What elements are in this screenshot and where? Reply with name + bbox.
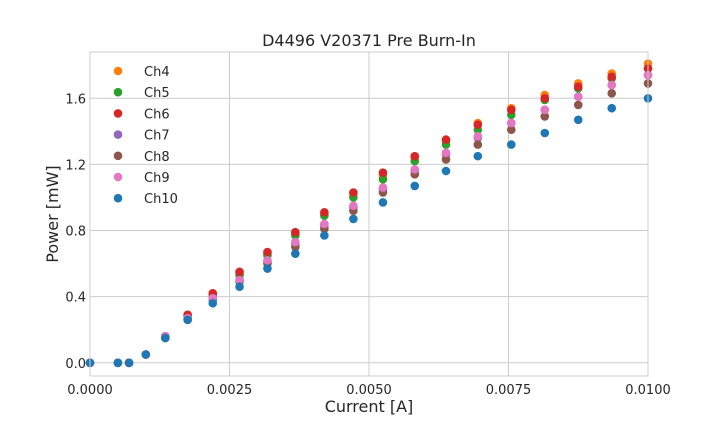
data-point xyxy=(263,247,272,257)
data-point xyxy=(378,183,388,192)
data-point xyxy=(441,166,451,176)
data-point xyxy=(473,120,483,130)
y-tick-label: 0.0 xyxy=(65,357,86,372)
data-point xyxy=(473,132,483,141)
plot-frame xyxy=(89,51,649,377)
x-tick-label: 0.0075 xyxy=(486,383,532,398)
chart-title: D4496 V20371 Pre Burn-In xyxy=(262,31,476,50)
data-point xyxy=(349,214,358,224)
data-point xyxy=(441,155,451,164)
data-point xyxy=(473,151,483,161)
y-tick-labels: 0.0 0.4 0.8 1.2 1.6 xyxy=(65,92,86,371)
legend-marker xyxy=(113,66,123,76)
legend-label: Ch6 xyxy=(144,107,170,122)
data-point xyxy=(235,275,244,285)
data-point xyxy=(349,201,358,211)
legend-label: Ch9 xyxy=(144,171,170,186)
data-point xyxy=(506,105,516,115)
data-point xyxy=(573,92,583,101)
y-axis-label: Power [mW] xyxy=(43,165,62,262)
data-point xyxy=(320,219,329,229)
legend-label: Ch5 xyxy=(144,86,170,101)
data-point xyxy=(235,267,244,277)
x-tick-label: 0.0100 xyxy=(625,383,671,398)
data-point xyxy=(607,72,617,82)
legend: Ch4 Ch5 Ch6 Ch7 Ch8 Ch9 Ch10 xyxy=(113,65,178,207)
data-point xyxy=(320,231,329,240)
data-point xyxy=(235,282,244,292)
legend-marker xyxy=(113,151,123,161)
data-point xyxy=(607,89,617,98)
data-point xyxy=(263,255,272,265)
data-point xyxy=(607,103,617,113)
data-point xyxy=(291,249,300,258)
data-point xyxy=(124,358,134,368)
data-point xyxy=(506,140,516,149)
data-point xyxy=(263,264,272,273)
x-tick-labels: 0.0000 0.0025 0.0050 0.0075 0.0100 xyxy=(67,383,671,398)
data-point xyxy=(291,237,300,247)
legend-label: Ch8 xyxy=(144,150,170,165)
y-tick-label: 1.6 xyxy=(65,92,86,107)
legend-label: Ch7 xyxy=(144,129,170,144)
y-tick-label: 0.8 xyxy=(65,225,86,240)
y-tick-label: 0.4 xyxy=(65,291,86,306)
data-point xyxy=(410,165,420,174)
data-point xyxy=(473,140,483,149)
data-point xyxy=(540,93,550,103)
data-point xyxy=(208,298,218,308)
data-point xyxy=(540,128,550,138)
x-axis-label: Current [A] xyxy=(325,397,414,416)
data-point xyxy=(410,151,420,161)
data-point xyxy=(441,148,451,158)
data-point xyxy=(573,82,583,92)
legend-marker xyxy=(113,87,123,97)
legend-marker xyxy=(113,193,123,203)
data-point xyxy=(378,198,388,207)
data-point xyxy=(183,315,192,325)
data-point xyxy=(506,125,516,134)
legend-marker xyxy=(113,172,123,182)
legend-marker xyxy=(113,130,123,139)
data-point xyxy=(540,112,550,121)
data-point xyxy=(540,105,550,115)
data-point xyxy=(291,227,300,237)
data-point xyxy=(320,208,329,217)
data-point xyxy=(607,80,617,90)
data-point xyxy=(141,350,151,359)
data-point xyxy=(113,358,123,368)
data-point xyxy=(573,115,583,125)
data-point xyxy=(378,168,388,177)
legend-label: Ch10 xyxy=(144,192,178,207)
data-point xyxy=(410,181,420,191)
data-points xyxy=(85,59,653,368)
data-point xyxy=(506,118,516,128)
x-tick-label: 0.0000 xyxy=(67,383,113,398)
legend-label: Ch4 xyxy=(144,65,170,80)
y-tick-label: 1.2 xyxy=(65,158,86,173)
data-point xyxy=(378,174,388,184)
legend-marker xyxy=(113,109,123,118)
data-point xyxy=(573,100,583,110)
data-point xyxy=(161,333,170,343)
x-tick-label: 0.0050 xyxy=(346,383,392,398)
data-point xyxy=(441,135,451,144)
data-point xyxy=(349,188,358,197)
series-ch10 xyxy=(85,93,653,368)
x-tick-label: 0.0025 xyxy=(207,383,253,398)
